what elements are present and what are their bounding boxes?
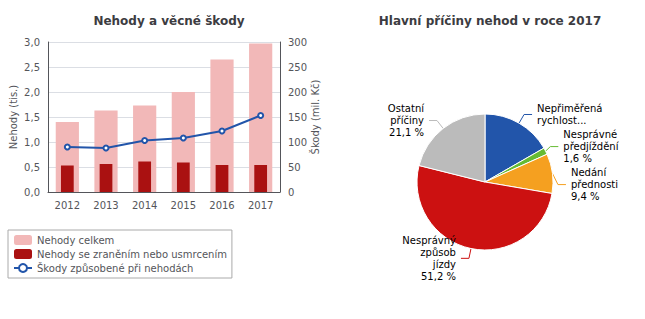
svg-text:Ostatní: Ostatní: [388, 103, 425, 114]
svg-text:způsob: způsob: [420, 247, 456, 258]
svg-text:51,2 %: 51,2 %: [421, 271, 456, 282]
svg-text:3,0: 3,0: [24, 37, 40, 48]
svg-text:2012: 2012: [55, 200, 80, 211]
svg-text:Nehody se zraněním nebo usmrce: Nehody se zraněním nebo usmrcením: [37, 249, 227, 260]
svg-text:2016: 2016: [209, 200, 234, 211]
svg-text:50: 50: [288, 162, 301, 173]
svg-text:předjíždění: předjíždění: [563, 141, 619, 152]
svg-text:Hlavní příčiny nehod v roce 20: Hlavní příčiny nehod v roce 2017: [379, 14, 602, 28]
svg-text:2013: 2013: [93, 200, 118, 211]
svg-text:rychlost...: rychlost...: [537, 115, 586, 126]
svg-text:21,1 %: 21,1 %: [389, 127, 424, 138]
svg-text:Škody způsobené při nehodách: Škody způsobené při nehodách: [37, 262, 193, 274]
svg-text:přednosti: přednosti: [571, 179, 618, 190]
svg-text:250: 250: [288, 62, 307, 73]
svg-text:150: 150: [288, 112, 307, 123]
svg-text:jízdy: jízdy: [432, 259, 456, 270]
svg-text:0,5: 0,5: [24, 162, 40, 173]
svg-text:1,5: 1,5: [24, 112, 40, 123]
svg-text:2015: 2015: [171, 200, 196, 211]
svg-text:0: 0: [288, 187, 294, 198]
svg-text:Nesprávný: Nesprávný: [402, 235, 456, 246]
svg-text:9,4 %: 9,4 %: [571, 191, 600, 202]
svg-text:100: 100: [288, 137, 307, 148]
svg-text:2014: 2014: [132, 200, 157, 211]
svg-text:Nehody celkem: Nehody celkem: [37, 235, 114, 246]
svg-text:2,0: 2,0: [24, 87, 40, 98]
svg-text:Nesprávné: Nesprávné: [563, 129, 617, 140]
svg-text:1,0: 1,0: [24, 137, 40, 148]
svg-text:2,5: 2,5: [24, 62, 40, 73]
svg-text:0,0: 0,0: [24, 187, 40, 198]
svg-text:Nedání: Nedání: [571, 167, 607, 178]
svg-text:Škody (mil. Kč): Škody (mil. Kč): [309, 79, 321, 154]
svg-text:2017: 2017: [248, 200, 273, 211]
svg-text:1,6 %: 1,6 %: [563, 153, 592, 164]
svg-text:Nehody a věcné škody: Nehody a věcné škody: [93, 14, 244, 28]
svg-text:300: 300: [288, 37, 307, 48]
svg-text:Nepřiměřená: Nepřiměřená: [537, 103, 602, 114]
svg-text:příčiny: příčiny: [390, 115, 424, 126]
svg-text:200: 200: [288, 87, 307, 98]
svg-text:Nehody (tis.): Nehody (tis.): [8, 85, 19, 150]
